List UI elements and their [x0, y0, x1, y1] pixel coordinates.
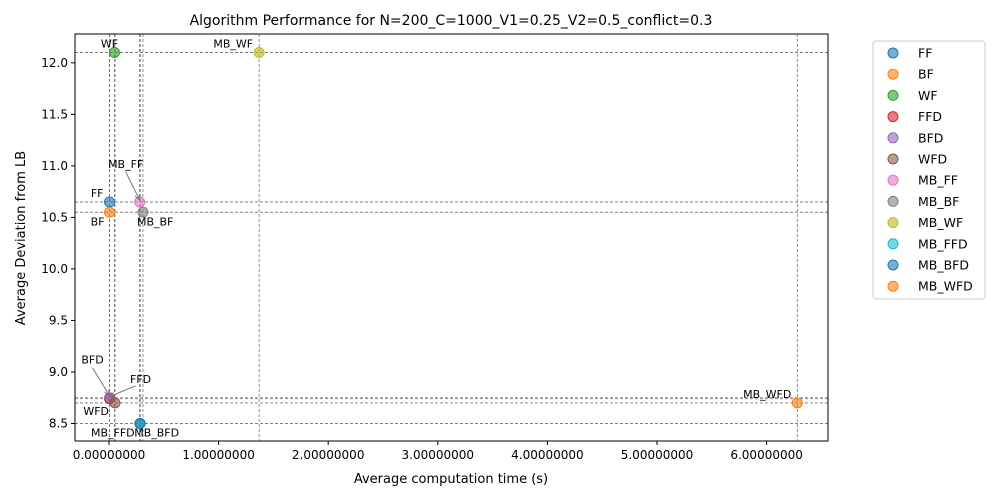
- legend-label: FF: [918, 46, 932, 61]
- legend-items: FF BF WF FFD BFD WFD MB_FF MB_BF MB_WF MB_FFD MB_B…: [887, 46, 973, 294]
- legend-marker: [887, 68, 899, 80]
- y-tick-label: 10.5: [41, 210, 68, 224]
- x-tick-label: 5.00000000: [621, 448, 694, 462]
- legend-item-mb-bfd: MB_BFD: [887, 258, 969, 273]
- y-tick-label: 9.0: [49, 365, 68, 379]
- point-label: MB_BFD: [134, 426, 179, 439]
- legend-item-mb-ff: MB_FF: [887, 173, 958, 188]
- legend-item-ffd: FFD: [887, 109, 942, 124]
- label-arrow: [92, 367, 110, 396]
- x-tick-label: 2.00000000: [292, 448, 365, 462]
- legend-item-mb-wfd: MB_WFD: [887, 279, 973, 294]
- legend-label: BF: [918, 67, 934, 82]
- x-axis-ticks: 0.00000000 1.00000000 2.00000000 3.00000000…: [73, 441, 803, 462]
- point-label: WF: [101, 38, 118, 51]
- point-mb-bf: [137, 206, 149, 218]
- label-arrow: [109, 385, 136, 398]
- x-tick-label: 1.00000000: [182, 448, 255, 462]
- legend-label: MB_FF: [918, 173, 958, 188]
- point-label: MB_WF: [213, 38, 253, 51]
- legend-item-mb-bf: MB_BF: [887, 194, 959, 209]
- legend-label: WFD: [918, 152, 947, 167]
- point-label: MB_BF: [137, 215, 173, 228]
- legend-label: BFD: [918, 130, 943, 145]
- point-wf: [108, 47, 120, 59]
- legend-marker: [887, 259, 899, 271]
- y-tick-label: 10.0: [41, 262, 68, 276]
- chart-title: Algorithm Performance for N=200_C=1000_V…: [190, 13, 713, 29]
- x-tick-label: 3.00000000: [402, 448, 475, 462]
- legend-item-wf: WF: [887, 88, 938, 103]
- point-wfd: [109, 397, 121, 409]
- legend-item-wfd: WFD: [887, 152, 947, 167]
- y-tick-label: 12.0: [41, 56, 68, 70]
- plot-area-frame: [74, 33, 829, 442]
- legend-label: MB_WF: [918, 215, 963, 230]
- legend-marker: [887, 195, 899, 207]
- label-arrowhead: [108, 392, 116, 398]
- point-label: BFD: [81, 354, 103, 367]
- legend-marker: [887, 132, 899, 144]
- point-mb-wf: [253, 47, 265, 59]
- legend-item-ff: FF: [887, 46, 932, 61]
- point-label: BF: [91, 215, 105, 228]
- legend-label: WF: [918, 88, 938, 103]
- label-arrowhead: [104, 389, 111, 397]
- y-axis-label: Average Deviation from LB: [14, 151, 29, 325]
- legend-marker: [887, 174, 899, 186]
- legend-frame: [872, 40, 986, 300]
- legend-label: MB_WFD: [918, 279, 973, 294]
- legend-marker: [887, 111, 899, 123]
- legend-label: FFD: [918, 109, 942, 124]
- legend-marker: [887, 238, 899, 250]
- point-mb-bfd: [134, 417, 146, 429]
- label-arrow: [125, 171, 141, 201]
- point-bf: [104, 206, 116, 218]
- legend-item-bfd: BFD: [887, 130, 943, 145]
- data-points: [104, 47, 803, 429]
- x-tick-label: 4.00000000: [511, 448, 584, 462]
- point-ff: [104, 196, 116, 208]
- point-mb-wfd: [791, 397, 803, 409]
- legend: FF BF WF FFD BFD WFD MB_FF MB_BF MB_WF MB_FFD MB_B…: [872, 40, 986, 300]
- legend-marker: [887, 280, 899, 292]
- legend-marker: [887, 217, 899, 229]
- y-tick-label: 8.5: [49, 416, 68, 430]
- legend-item-mb-ffd: MB_FFD: [887, 236, 968, 251]
- x-axis-label: Average computation time (s): [354, 472, 548, 487]
- y-axis-ticks: 8.5 9.0 9.5 10.0 10.5 11.0 11.5 12.0: [41, 56, 75, 430]
- label-arrowhead: [134, 193, 141, 202]
- point-label: MB_FFD: [91, 426, 135, 439]
- legend-label: MB_BFD: [918, 258, 969, 273]
- legend-marker: [887, 89, 899, 101]
- y-tick-label: 11.0: [41, 159, 68, 173]
- x-tick-label: 6.00000000: [730, 448, 803, 462]
- legend-label: MB_BF: [918, 194, 959, 209]
- legend-marker: [887, 153, 899, 165]
- point-label: WFD: [83, 405, 109, 418]
- legend-label: MB_FFD: [918, 236, 968, 251]
- point-labels: FF BF WF FFD BFD WFD MB_FF MB_BF MB_WF MB_FFD MB_B…: [81, 38, 791, 440]
- point-label: MB_WFD: [743, 388, 791, 401]
- y-tick-label: 11.5: [41, 107, 68, 121]
- legend-item-mb-wf: MB_WF: [887, 215, 963, 230]
- legend-item-bf: BF: [887, 67, 934, 82]
- point-label: MB_FF: [108, 158, 143, 171]
- point-label: FF: [91, 187, 104, 200]
- legend-marker: [887, 47, 899, 59]
- y-tick-label: 9.5: [49, 313, 68, 327]
- reference-lines: [75, 34, 828, 441]
- x-tick-label: 0.00000000: [73, 448, 146, 462]
- point-label: FFD: [130, 373, 151, 386]
